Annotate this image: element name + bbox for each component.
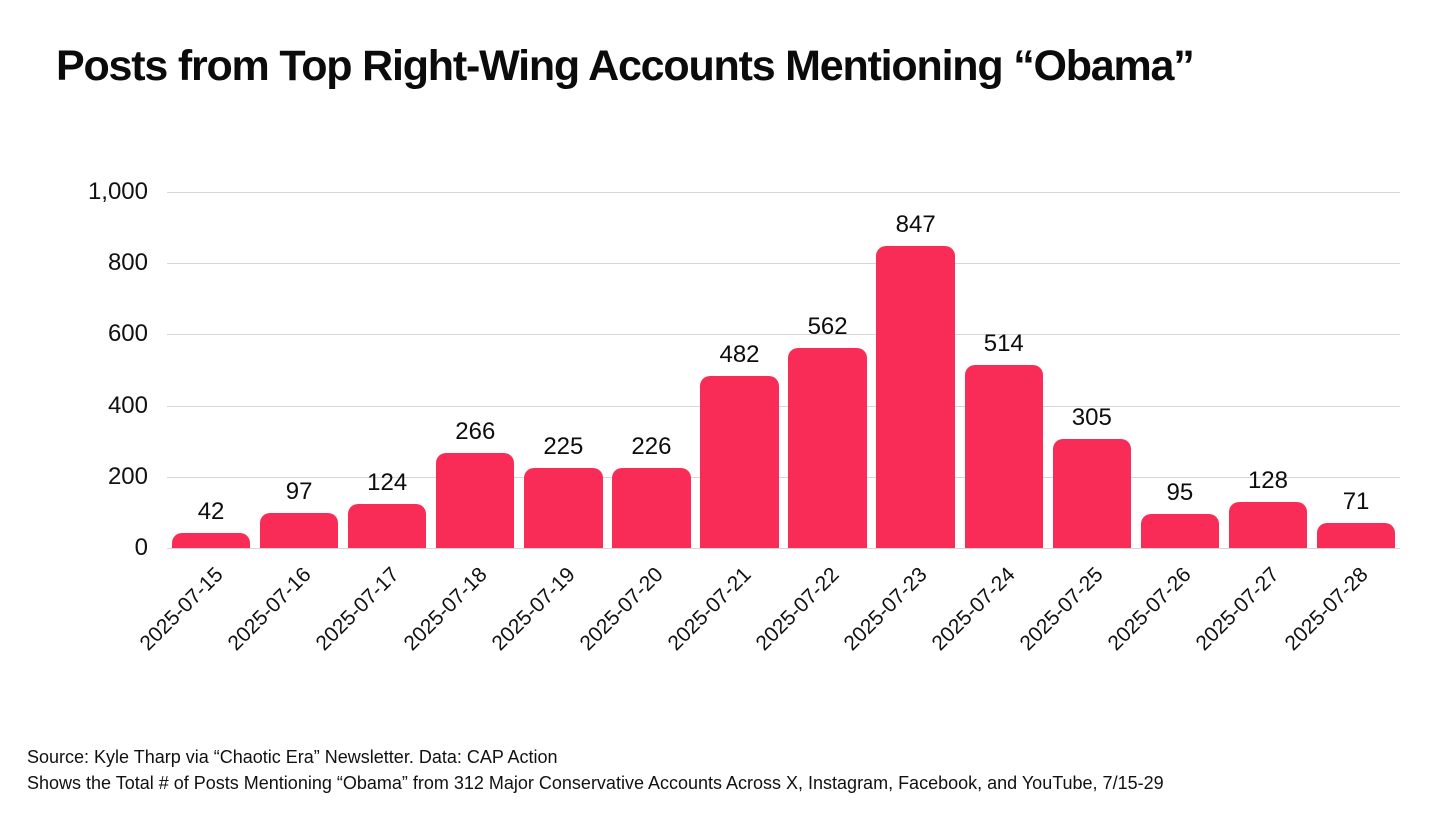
x-axis-tick-label: 2025-07-22 [751,563,844,656]
bars-row: 42 97 124 266 225 226 482 562 847 514 305 95 128 71 [167,192,1400,548]
bar [259,513,339,548]
y-axis-tick-label: 800 [107,249,148,277]
bar-value-label: 42 [197,498,225,526]
bar-value-label: 847 [895,211,936,239]
y-axis-tick-label: 200 [107,462,148,490]
y-axis-tick-label: 0 [134,534,148,561]
plot-area: 42 97 124 266 225 226 482 562 847 514 305 95 128 71 [167,192,1400,549]
bar-slot: 847 [872,192,960,548]
gridline [167,263,1400,265]
chart-title: Posts from Top Right-Wing Accounts Menti… [56,42,1195,90]
bar-value-label: 97 [285,478,313,506]
bar-value-label: 128 [1247,467,1288,495]
x-axis-tick-label: 2025-07-19 [487,563,580,656]
bar-value-label: 71 [1342,487,1370,515]
x-axis-tick-label: 2025-07-18 [399,563,492,656]
gridline [167,548,1400,549]
bar [1228,502,1308,548]
y-axis-tick-label: 400 [107,391,148,419]
x-axis-tick-label: 2025-07-21 [663,563,756,656]
bar-value-label: 562 [807,312,848,340]
x-axis-tick-label: 2025-07-23 [839,563,932,656]
gridline [167,334,1400,336]
x-axis-tick-label: 2025-07-24 [927,563,1020,656]
bar-slot: 124 [343,192,431,548]
bar-value-label: 225 [543,432,584,460]
x-axis-tick-label: 2025-07-17 [311,563,404,656]
x-axis-tick-label: 2025-07-25 [1015,563,1109,656]
bar [171,533,251,548]
bar-slot: 128 [1224,192,1312,548]
y-axis-tick-label: 600 [107,320,148,348]
y-axis-tick-label: 1,000 [87,178,148,205]
bar [788,347,867,548]
footer-description-line: Shows the Total # of Posts Mentioning “O… [27,773,1164,793]
gridline [167,192,1400,193]
bar-slot: 225 [519,192,607,548]
bar [1140,514,1220,548]
gridline [167,476,1400,478]
chart-footer: Source: Kyle Tharp via “Chaotic Era” New… [27,744,1164,796]
bar-value-label: 124 [367,468,408,496]
bar [700,376,779,548]
bar-value-label: 305 [1071,404,1112,432]
bar-slot: 514 [960,192,1048,548]
x-axis-tick-label: 2025-07-20 [575,563,668,656]
bar-slot: 42 [167,192,255,548]
bar [436,453,515,548]
bar [1052,439,1131,548]
x-axis: 2025-07-15 2025-07-16 2025-07-17 2025-07-18… [135,549,1400,709]
bar-value-label: 514 [983,330,1024,358]
bar [524,467,603,548]
bar-slot: 95 [1136,192,1224,548]
bar [1316,522,1396,548]
bar [964,365,1043,548]
bar-value-label: 482 [719,341,760,369]
x-axis-tick-label: 2025-07-27 [1191,563,1285,656]
x-axis-tick-label: 2025-07-28 [1280,563,1373,656]
bar [876,246,955,548]
bar-slot: 97 [255,192,343,548]
bar-slot: 226 [607,192,695,548]
x-axis-tick-label: 2025-07-16 [223,563,316,656]
bar-slot: 482 [695,192,783,548]
y-axis: 0 200 400 600 800 1,000 [40,178,148,561]
bar-slot: 266 [431,192,519,548]
bar-value-label: 95 [1166,479,1194,507]
x-axis-tick-label: 2025-07-15 [135,563,228,656]
x-axis-tick-label: 2025-07-26 [1103,563,1197,656]
bar-value-label: 226 [631,432,672,460]
bar-slot: 305 [1048,192,1136,548]
bar [612,467,691,548]
footer-source-line: Source: Kyle Tharp via “Chaotic Era” New… [27,747,558,767]
bar-value-label: 266 [455,418,496,446]
bar [348,503,427,548]
gridline [167,405,1400,407]
bar-slot: 562 [784,192,872,548]
bar-slot: 71 [1312,192,1400,548]
